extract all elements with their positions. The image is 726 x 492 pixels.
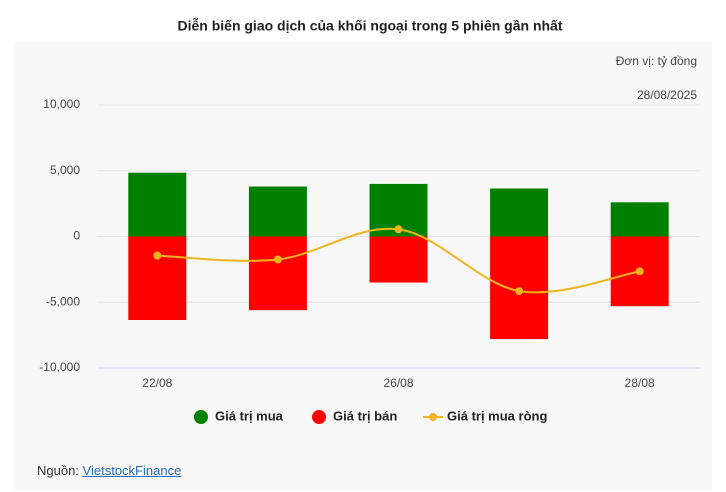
source-link[interactable]: VietstockFinance bbox=[82, 463, 182, 478]
legend-label: Giá trị mua bbox=[215, 408, 284, 423]
line-point bbox=[394, 225, 403, 234]
unit-note: Đơn vị: tỷ đồng bbox=[616, 54, 697, 68]
x-tick-label: 26/08 bbox=[383, 376, 413, 390]
bar bbox=[128, 172, 187, 237]
chart-title: Diễn biến giao dịch của khối ngoại trong… bbox=[177, 18, 562, 34]
legend-label: Giá trị bán bbox=[333, 408, 397, 423]
x-tick-label: 28/08 bbox=[625, 376, 655, 390]
x-tick-label: 22/08 bbox=[142, 376, 172, 390]
legend-marker bbox=[429, 413, 437, 421]
date-note: 28/08/2025 bbox=[637, 88, 697, 102]
legend-marker bbox=[194, 410, 208, 424]
bar bbox=[128, 236, 187, 321]
line-point bbox=[153, 251, 162, 260]
legend-marker bbox=[312, 410, 326, 424]
bar bbox=[490, 188, 549, 237]
y-tick-label: -10,000 bbox=[39, 360, 80, 374]
bar bbox=[369, 236, 428, 283]
y-tick-label: 10,000 bbox=[43, 97, 80, 111]
line-point bbox=[635, 267, 644, 276]
bar bbox=[610, 202, 669, 237]
line-point bbox=[273, 255, 282, 264]
source: Nguồn: VietstockFinance bbox=[37, 463, 181, 478]
bar bbox=[248, 236, 307, 311]
y-tick-label: -5,000 bbox=[46, 294, 80, 308]
line-point bbox=[515, 287, 524, 296]
legend-label: Giá trị mua ròng bbox=[447, 408, 547, 423]
y-tick-label: 5,000 bbox=[50, 163, 80, 177]
source-label: Nguồn: bbox=[37, 463, 79, 478]
bar bbox=[248, 186, 307, 237]
y-tick-label: 0 bbox=[73, 229, 80, 243]
